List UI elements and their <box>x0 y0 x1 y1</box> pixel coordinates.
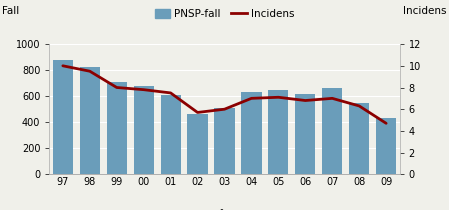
Bar <box>107 82 127 174</box>
Bar <box>215 108 235 174</box>
Text: Fall: Fall <box>2 6 19 16</box>
Bar <box>349 103 370 174</box>
Text: Incidens: Incidens <box>403 6 447 16</box>
Bar <box>161 95 180 174</box>
Bar <box>376 118 396 174</box>
Bar <box>80 67 100 174</box>
Bar <box>188 114 208 174</box>
Bar <box>242 92 261 174</box>
Legend: PNSP-fall, Incidens: PNSP-fall, Incidens <box>150 5 299 24</box>
Bar <box>322 88 343 174</box>
Bar <box>269 90 288 174</box>
Bar <box>295 94 315 174</box>
Bar <box>53 60 73 174</box>
Bar <box>134 86 154 174</box>
